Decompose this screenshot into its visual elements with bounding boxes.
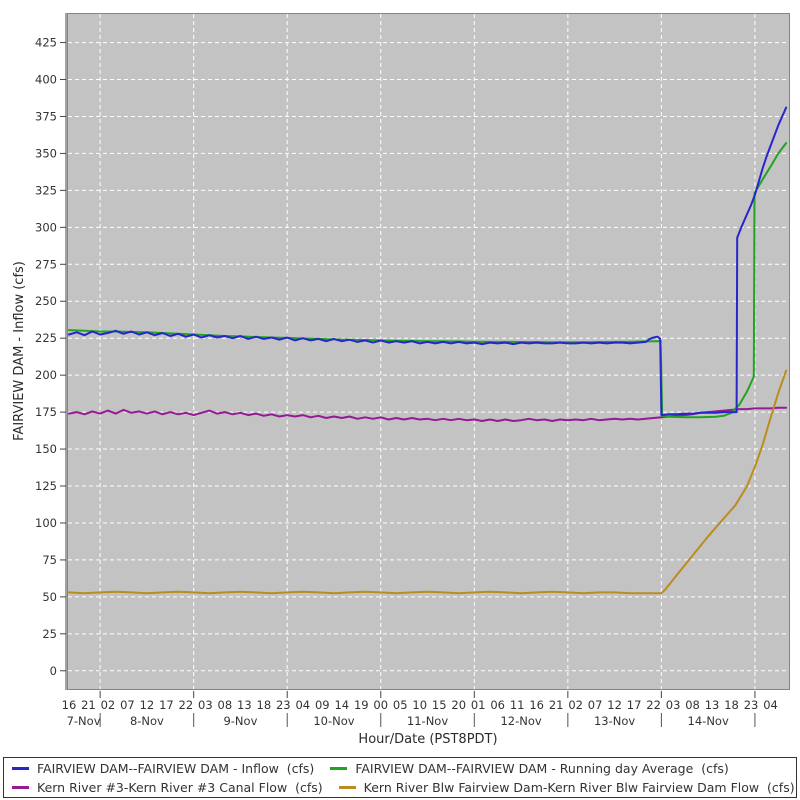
hour-tick-label: 21 xyxy=(549,698,564,712)
y-tick-label: 150 xyxy=(35,442,57,456)
y-tick-label: 25 xyxy=(42,627,57,641)
legend-label: Kern River #3-Kern River #3 Canal Flow (… xyxy=(37,779,323,795)
y-tick-label: 175 xyxy=(35,405,57,419)
legend-label: FAIRVIEW DAM--FAIRVIEW DAM - Running day… xyxy=(355,760,729,776)
hour-tick-label: 15 xyxy=(432,698,447,712)
hour-tick-label: 12 xyxy=(607,698,622,712)
date-label: 13-Nov xyxy=(594,714,635,728)
y-tick-label: 400 xyxy=(35,73,57,87)
series-line-3 xyxy=(67,369,788,595)
y-tick-label: 225 xyxy=(35,331,57,345)
y-tick-label: 425 xyxy=(35,36,57,50)
series-line-0 xyxy=(67,106,788,417)
hour-tick-label: 08 xyxy=(685,698,700,712)
hour-tick-label: 06 xyxy=(490,698,505,712)
hour-tick-label: 08 xyxy=(218,698,233,712)
legend-item: Kern River #3-Kern River #3 Canal Flow (… xyxy=(12,780,323,795)
legend-item: FAIRVIEW DAM--FAIRVIEW DAM - Running day… xyxy=(330,760,729,776)
hour-tick-label: 16 xyxy=(62,698,77,712)
hour-tick-label: 22 xyxy=(179,698,194,712)
plot-area xyxy=(67,13,790,690)
y-tick-label: 250 xyxy=(35,294,57,308)
chart-legend: FAIRVIEW DAM--FAIRVIEW DAM - Inflow (cfs… xyxy=(3,757,797,798)
hour-tick-label: 12 xyxy=(140,698,155,712)
hour-tick-label: 20 xyxy=(451,698,466,712)
hour-tick-label: 00 xyxy=(373,698,388,712)
date-label: 10-Nov xyxy=(313,714,354,728)
y-tick-label: 200 xyxy=(35,368,57,382)
y-tick-label: 75 xyxy=(42,553,57,567)
hour-tick-label: 07 xyxy=(588,698,603,712)
legend-swatch-icon xyxy=(330,766,348,770)
y-tick-label: 350 xyxy=(35,146,57,160)
hour-tick-label: 03 xyxy=(198,698,213,712)
y-tick-label: 50 xyxy=(42,590,57,604)
y-axis-title: FAIRVIEW DAM - Inflow (cfs) xyxy=(12,261,27,441)
legend-label: Kern River Blw Fairview Dam-Kern River B… xyxy=(363,779,795,795)
date-label: 11-Nov xyxy=(407,714,448,728)
hour-tick-label: 04 xyxy=(763,698,778,712)
date-label: 14-Nov xyxy=(688,714,729,728)
hour-tick-label: 07 xyxy=(120,698,135,712)
hour-tick-label: 23 xyxy=(276,698,291,712)
hour-tick-label: 10 xyxy=(412,698,427,712)
hour-tick-label: 13 xyxy=(237,698,252,712)
hour-tick-label: 04 xyxy=(295,698,310,712)
hour-tick-label: 03 xyxy=(666,698,681,712)
y-tick-label: 100 xyxy=(35,516,57,530)
legend-row: Kern River #3-Kern River #3 Canal Flow (… xyxy=(12,778,795,796)
hour-tick-label: 19 xyxy=(354,698,369,712)
hour-tick-label: 17 xyxy=(627,698,642,712)
legend-swatch-icon xyxy=(12,766,29,770)
date-label: 12-Nov xyxy=(500,714,541,728)
hour-tick-label: 21 xyxy=(81,698,96,712)
y-tick-label: 375 xyxy=(35,109,57,123)
hour-tick-label: 13 xyxy=(705,698,720,712)
hour-tick-label: 05 xyxy=(393,698,408,712)
hour-tick-label: 02 xyxy=(568,698,583,712)
legend-label: FAIRVIEW DAM--FAIRVIEW DAM - Inflow (cfs… xyxy=(37,760,315,776)
hour-tick-label: 18 xyxy=(257,698,272,712)
hour-tick-label: 09 xyxy=(315,698,330,712)
legend-item: Kern River Blw Fairview Dam-Kern River B… xyxy=(338,779,795,795)
hour-tick-label: 18 xyxy=(724,698,739,712)
hour-tick-label: 11 xyxy=(510,698,525,712)
hour-tick-label: 17 xyxy=(159,698,174,712)
legend-swatch-icon xyxy=(338,785,356,789)
legend-item: FAIRVIEW DAM--FAIRVIEW DAM - Inflow (cfs… xyxy=(12,761,314,776)
hour-tick-label: 16 xyxy=(529,698,544,712)
x-axis-title: Hour/Date (PST8PDT) xyxy=(358,732,497,747)
y-tick-label: 300 xyxy=(35,220,57,234)
chart-canvas: 0 25 50 75 100 125 150 175 200 225 250 275 300 325 350… xyxy=(12,13,790,747)
y-tick-label: 0 xyxy=(50,664,57,678)
y-tick-label: 275 xyxy=(35,257,57,271)
hour-tick-label: 02 xyxy=(101,698,116,712)
y-tick-label: 125 xyxy=(35,479,57,493)
hour-tick-label: 22 xyxy=(646,698,661,712)
date-label: 7-Nov xyxy=(67,714,101,728)
legend-row: FAIRVIEW DAM--FAIRVIEW DAM - Inflow (cfs… xyxy=(12,759,788,777)
hour-tick-label: 14 xyxy=(334,698,349,712)
hour-tick-label: 23 xyxy=(744,698,759,712)
legend-swatch-icon xyxy=(12,785,29,789)
flow-time-series-chart: 0 25 50 75 100 125 150 175 200 225 250 275 300 325 350… xyxy=(12,13,790,747)
date-label: 8-Nov xyxy=(130,714,164,728)
hour-tick-label: 01 xyxy=(471,698,486,712)
y-tick-label: 325 xyxy=(35,183,57,197)
date-label: 9-Nov xyxy=(223,714,257,728)
